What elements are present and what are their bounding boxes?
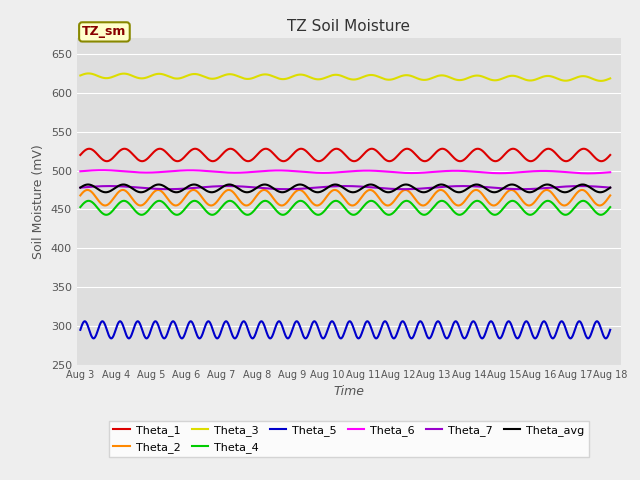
Theta_7 xyxy=(283,186,291,192)
Theta_avg xyxy=(77,185,84,191)
Text: TZ_sm: TZ_sm xyxy=(82,25,127,38)
Theta_2 xyxy=(379,200,387,205)
Theta_7 xyxy=(302,186,310,192)
Theta_7 xyxy=(313,185,321,191)
Line: Theta_1: Theta_1 xyxy=(81,149,610,161)
Theta_5 xyxy=(337,336,345,341)
Theta_4 xyxy=(379,208,387,214)
Theta_6 xyxy=(584,170,592,176)
Theta_avg xyxy=(312,189,320,195)
Theta_avg xyxy=(508,181,516,187)
Theta_5 xyxy=(322,333,330,338)
Theta_1 xyxy=(301,148,309,154)
Line: Theta_6: Theta_6 xyxy=(81,170,610,173)
Theta_1 xyxy=(77,152,84,158)
Theta_2 xyxy=(77,192,84,198)
Theta_6 xyxy=(312,170,320,176)
Theta_1 xyxy=(606,152,614,158)
Theta_6 xyxy=(322,170,330,176)
Theta_2 xyxy=(302,192,310,197)
Theta_4 xyxy=(77,204,84,210)
Theta_avg xyxy=(378,187,386,193)
Theta_4 xyxy=(302,201,310,206)
X-axis label: Time: Time xyxy=(333,385,364,398)
Theta_2 xyxy=(313,203,321,208)
Theta_7 xyxy=(106,183,113,189)
Theta_avg xyxy=(526,190,534,195)
Theta_6 xyxy=(77,168,84,174)
Theta_3 xyxy=(312,76,320,82)
Theta_3 xyxy=(77,72,84,78)
Theta_1 xyxy=(85,146,93,152)
Line: Theta_7: Theta_7 xyxy=(81,186,610,189)
Theta_5 xyxy=(139,329,147,335)
Theta_5 xyxy=(346,318,353,324)
Theta_5 xyxy=(77,327,84,333)
Theta_4 xyxy=(606,204,614,210)
Theta_5 xyxy=(606,327,614,333)
Theta_3 xyxy=(606,75,614,81)
Legend: Theta_1, Theta_2, Theta_3, Theta_4, Theta_5, Theta_6, Theta_7, Theta_avg: Theta_1, Theta_2, Theta_3, Theta_4, Thet… xyxy=(109,421,589,457)
Theta_2 xyxy=(207,203,215,208)
Theta_5 xyxy=(379,322,387,327)
Theta_2 xyxy=(323,194,330,200)
Line: Theta_2: Theta_2 xyxy=(81,190,610,205)
Theta_3 xyxy=(140,75,147,81)
Theta_4 xyxy=(139,212,147,217)
Y-axis label: Soil Moisture (mV): Soil Moisture (mV) xyxy=(32,144,45,259)
Theta_avg xyxy=(118,182,125,188)
Theta_avg xyxy=(322,186,330,192)
Theta_7 xyxy=(118,183,125,189)
Theta_4 xyxy=(323,206,330,212)
Theta_5 xyxy=(301,336,309,341)
Theta_7 xyxy=(323,184,330,190)
Theta_1 xyxy=(598,158,605,164)
Theta_3 xyxy=(301,72,309,78)
Theta_4 xyxy=(313,212,321,217)
Theta_6 xyxy=(99,168,106,173)
Line: Theta_4: Theta_4 xyxy=(81,201,610,215)
Theta_7 xyxy=(379,185,387,191)
Theta_5 xyxy=(312,320,320,326)
Theta_7 xyxy=(606,185,614,191)
Theta_2 xyxy=(118,187,125,193)
Theta_3 xyxy=(378,75,386,81)
Theta_4 xyxy=(279,212,287,218)
Theta_1 xyxy=(378,154,386,160)
Theta_2 xyxy=(606,192,614,198)
Theta_6 xyxy=(378,168,386,174)
Theta_7 xyxy=(140,185,147,191)
Theta_3 xyxy=(597,78,605,84)
Line: Theta_5: Theta_5 xyxy=(81,321,610,338)
Theta_1 xyxy=(322,154,330,159)
Theta_4 xyxy=(297,198,305,204)
Theta_6 xyxy=(606,169,614,175)
Theta_2 xyxy=(189,187,197,193)
Theta_avg xyxy=(301,183,309,189)
Theta_3 xyxy=(84,71,92,76)
Theta_2 xyxy=(139,202,147,208)
Theta_1 xyxy=(140,158,147,164)
Theta_6 xyxy=(140,169,147,175)
Theta_6 xyxy=(301,169,309,175)
Theta_3 xyxy=(118,71,125,77)
Theta_1 xyxy=(118,146,125,152)
Line: Theta_avg: Theta_avg xyxy=(81,184,610,192)
Theta_4 xyxy=(118,199,125,204)
Theta_avg xyxy=(606,185,614,191)
Title: TZ Soil Moisture: TZ Soil Moisture xyxy=(287,20,410,35)
Line: Theta_3: Theta_3 xyxy=(81,73,610,81)
Theta_avg xyxy=(139,189,147,195)
Theta_7 xyxy=(77,185,84,191)
Theta_1 xyxy=(312,158,320,164)
Theta_3 xyxy=(322,74,330,80)
Theta_5 xyxy=(118,319,125,325)
Theta_6 xyxy=(118,168,125,174)
